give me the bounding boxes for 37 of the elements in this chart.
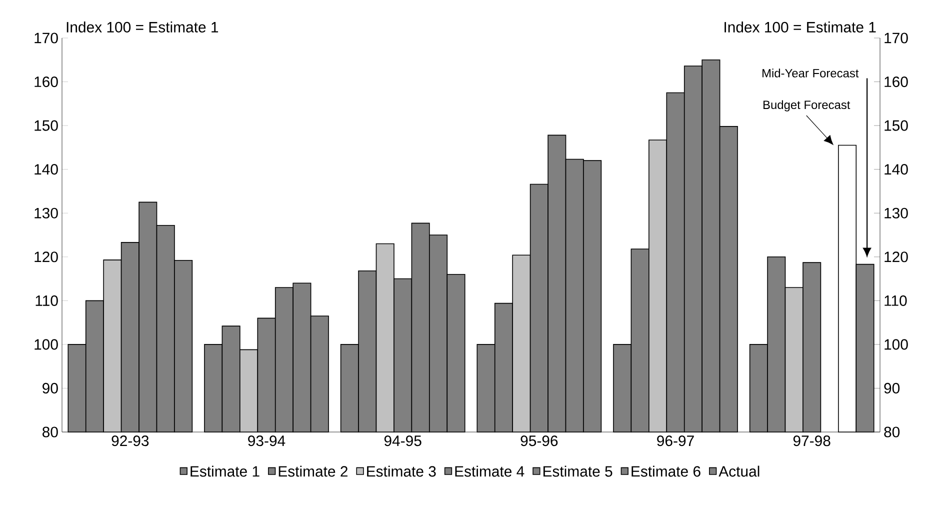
legend-label: Estimate 3 [367, 466, 436, 477]
y-tick-label: 160 [34, 76, 58, 88]
y-tick-label: 110 [36, 295, 58, 306]
y2-tick-label: 130 [884, 208, 908, 218]
y-axis-title: Index 100 = Estimate 1 [66, 22, 218, 32]
y2-tick-label: 90 [884, 382, 900, 394]
y-tick-label: 100 [34, 339, 58, 350]
x-tick-label: 96-97 [657, 436, 694, 446]
x-tick-label: 95-96 [520, 436, 558, 446]
annotation: Budget Forecast [764, 100, 850, 112]
y-tick-label: 130 [34, 208, 58, 218]
x-tick-label: 93-94 [248, 436, 286, 446]
y2-tick-label: 140 [884, 164, 908, 175]
y2-tick-label: 120 [884, 252, 908, 262]
y2-tick-label: 150 [884, 120, 908, 131]
legend-label: Estimate 2 [278, 466, 348, 477]
y-tick-label: 170 [34, 32, 58, 44]
y-tick-label: 90 [42, 382, 58, 394]
x-tick-label: 94-95 [384, 436, 422, 446]
annotation: Mid-Year Forecast [762, 68, 859, 78]
legend-label: Estimate 6 [632, 466, 700, 477]
x-tick-label: 97-98 [793, 436, 830, 446]
y-tick-label: 140 [34, 164, 58, 175]
y2-tick-label: 100 [884, 339, 908, 350]
y-tick-label: 120 [34, 252, 58, 262]
legend-label: Estimate 1 [190, 466, 260, 477]
y2-tick-label: 80 [884, 426, 900, 438]
y2-tick-label: 170 [884, 32, 908, 44]
legend-label: Actual [718, 466, 760, 477]
legend-label: Estimate 5 [543, 466, 612, 477]
y2-axis-title: Index 100 = Estimate 1 [724, 22, 876, 32]
x-tick-label: 92-93 [112, 436, 149, 446]
y-tick-label: 80 [42, 426, 58, 438]
y2-tick-label: 160 [884, 76, 908, 88]
y-tick-label: 150 [34, 120, 58, 131]
y2-tick-label: 110 [884, 295, 907, 306]
legend-label: Estimate 4 [455, 466, 524, 477]
